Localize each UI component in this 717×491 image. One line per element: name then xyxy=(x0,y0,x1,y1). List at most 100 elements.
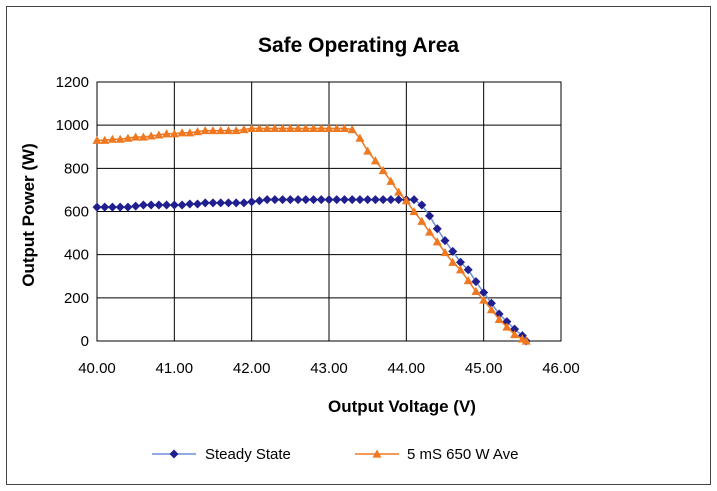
series-5ms-650w-ave xyxy=(92,123,531,345)
x-tick-label: 46.00 xyxy=(542,360,580,377)
diamond-marker xyxy=(169,449,179,459)
diamond-marker xyxy=(270,195,280,205)
diamond-marker xyxy=(347,195,357,205)
diamond-marker xyxy=(471,277,481,287)
triangle-marker xyxy=(386,176,396,185)
x-tick-label: 43.00 xyxy=(310,360,348,377)
triangle-marker xyxy=(355,133,365,142)
triangle-marker xyxy=(115,134,125,143)
diamond-marker xyxy=(162,200,172,210)
legend-item-steady-state: Steady State xyxy=(152,446,291,463)
triangle-marker xyxy=(378,165,388,175)
diamond-marker xyxy=(448,246,458,256)
y-tick-label: 600 xyxy=(64,204,89,221)
diamond-marker xyxy=(239,198,249,208)
triangle-marker xyxy=(372,449,382,458)
diamond-marker xyxy=(316,195,326,205)
diamond-marker xyxy=(309,195,319,205)
triangle-marker xyxy=(169,129,179,138)
diamond-marker xyxy=(185,199,195,209)
triangle-marker xyxy=(309,123,319,133)
diamond-marker xyxy=(131,201,141,211)
diamond-marker xyxy=(363,195,373,205)
diamond-marker xyxy=(417,200,427,210)
triangle-marker xyxy=(262,123,272,133)
diamond-marker xyxy=(100,202,110,212)
diamond-marker xyxy=(278,195,288,205)
triangle-marker xyxy=(278,123,288,133)
diamond-marker xyxy=(208,198,218,208)
diamond-marker xyxy=(146,200,156,210)
diamond-marker xyxy=(154,200,164,210)
triangle-marker xyxy=(131,132,141,141)
triangle-marker xyxy=(316,123,326,133)
triangle-marker xyxy=(200,126,210,135)
triangle-marker xyxy=(285,123,295,133)
triangle-marker xyxy=(239,124,249,134)
triangle-marker xyxy=(162,129,172,138)
diamond-marker xyxy=(486,298,496,308)
triangle-marker xyxy=(409,207,419,216)
x-tick-label: 42.00 xyxy=(233,360,271,377)
triangle-marker xyxy=(510,330,520,339)
triangle-marker xyxy=(479,295,489,304)
x-tick-label: 45.00 xyxy=(465,360,503,377)
legend-label: Steady State xyxy=(205,446,291,463)
triangle-marker xyxy=(347,124,357,134)
triangle-marker xyxy=(486,305,496,314)
triangle-marker xyxy=(92,135,102,144)
legend-label: 5 mS 650 W Ave xyxy=(407,446,518,463)
triangle-marker xyxy=(332,123,342,133)
diamond-marker xyxy=(223,198,233,208)
diamond-marker xyxy=(92,202,102,212)
diamond-marker xyxy=(254,196,264,206)
diamond-marker xyxy=(123,202,133,212)
diamond-marker xyxy=(510,324,520,334)
x-tick-label: 44.00 xyxy=(388,360,426,377)
diamond-marker xyxy=(425,211,435,221)
diamond-marker xyxy=(216,198,226,208)
triangle-marker xyxy=(394,187,404,196)
triangle-marker xyxy=(223,126,233,135)
triangle-marker xyxy=(494,314,504,324)
y-tick-label: 1200 xyxy=(56,74,89,91)
diamond-marker xyxy=(455,257,465,267)
diamond-marker xyxy=(107,202,117,212)
diamond-marker xyxy=(200,198,210,208)
triangle-marker xyxy=(247,123,257,133)
triangle-marker xyxy=(471,286,481,295)
diamond-marker xyxy=(370,195,380,205)
x-tick-label: 41.00 xyxy=(156,360,194,377)
diamond-marker xyxy=(432,224,442,234)
diamond-marker xyxy=(463,265,473,275)
triangle-marker xyxy=(324,123,334,133)
diamond-marker xyxy=(169,200,179,210)
series-steady-state xyxy=(92,195,531,346)
triangle-marker xyxy=(146,131,156,140)
y-tick-label: 400 xyxy=(64,247,89,264)
diamond-marker xyxy=(231,198,241,208)
diamond-marker xyxy=(378,195,388,205)
diamond-marker xyxy=(177,200,187,210)
triangle-marker xyxy=(100,135,110,144)
triangle-marker xyxy=(193,127,203,136)
diamond-marker xyxy=(247,197,257,207)
triangle-marker xyxy=(123,133,133,142)
triangle-marker xyxy=(502,322,512,331)
triangle-marker xyxy=(463,276,473,285)
triangle-marker xyxy=(521,336,531,345)
diamond-marker xyxy=(262,195,272,205)
triangle-marker xyxy=(417,216,427,225)
triangle-marker xyxy=(455,265,465,274)
triangle-marker xyxy=(185,128,195,137)
diamond-marker xyxy=(409,195,419,205)
triangle-marker xyxy=(432,237,442,246)
y-tick-label: 200 xyxy=(64,290,89,307)
data-series xyxy=(92,123,531,346)
triangle-marker xyxy=(231,126,241,135)
triangle-marker xyxy=(301,123,311,133)
y-tick-labels: 0 200 400 600 800 1000 1200 xyxy=(56,74,89,350)
triangle-marker xyxy=(425,227,435,236)
triangle-marker xyxy=(177,128,187,137)
x-tick-labels: 40.00 41.00 42.00 43.00 44.00 45.00 46.00 xyxy=(78,360,580,377)
